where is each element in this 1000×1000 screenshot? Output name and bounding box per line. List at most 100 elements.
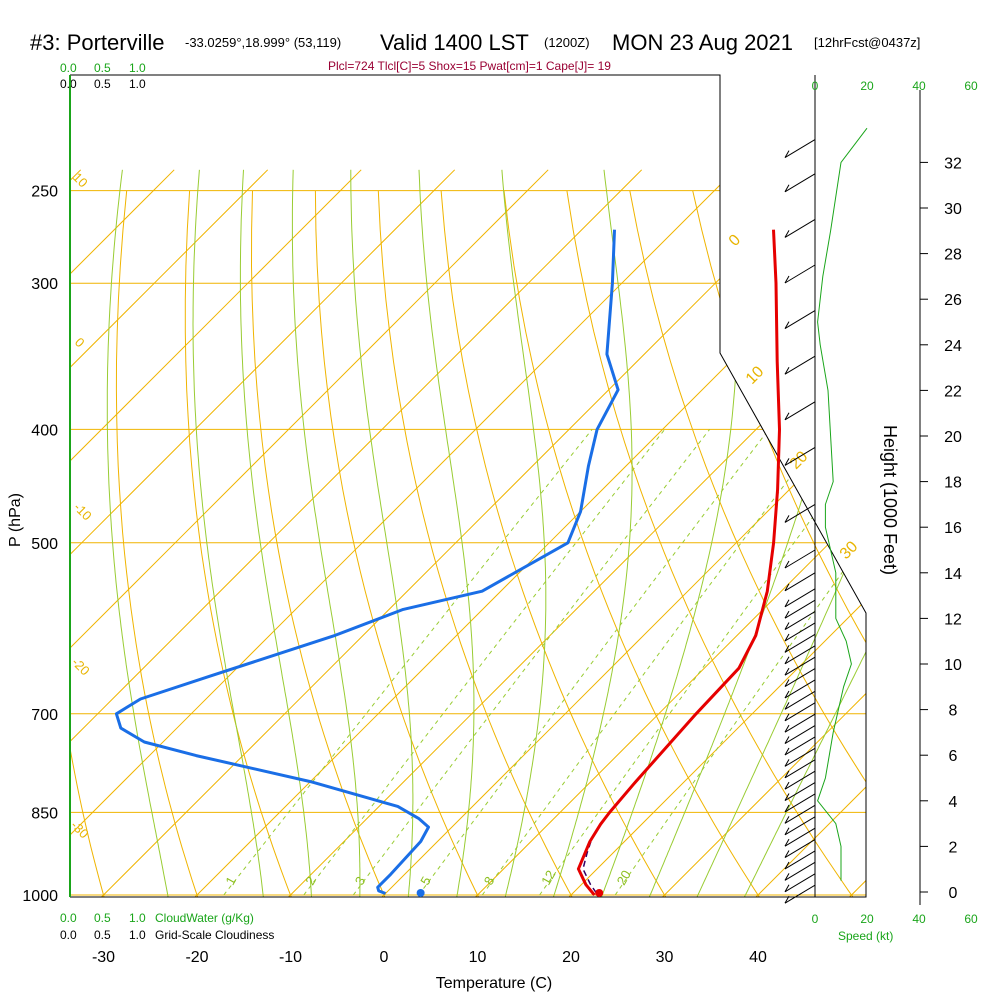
- wind-barb-flag: [784, 412, 790, 421]
- wind-barb-flag: [784, 633, 790, 642]
- wind-speed-trace: [817, 127, 868, 881]
- dry-adiabat-label: 10: [70, 170, 91, 191]
- height-tick: 28: [944, 247, 962, 264]
- height-tick: 20: [944, 429, 962, 446]
- mixing-ratio-line: [352, 429, 710, 896]
- height-tick: 8: [949, 703, 958, 720]
- wind-barb: [784, 611, 816, 630]
- wind-barb: [784, 622, 816, 642]
- cloudwater-tick-top-0: 0.0: [60, 61, 77, 75]
- wind-barb-flag: [784, 793, 790, 801]
- wind-barb-flag: [784, 850, 790, 858]
- temperature-tick: 10: [469, 949, 487, 966]
- cloud-axis-top: 0.0 0.5 1.0 0.0 0.5 1.0: [60, 61, 146, 91]
- wind-barb: [784, 793, 816, 813]
- pressure-tick: 250: [31, 184, 58, 201]
- valid-time: Valid 1400 LST: [380, 30, 529, 55]
- x-axis-label: Temperature (C): [436, 975, 552, 992]
- wind-barb: [784, 702, 816, 722]
- height-axis-label: Height (1000 Feet): [880, 425, 900, 575]
- station-title: #3: Porterville: [30, 30, 165, 55]
- wind-speed-tick-bottom: 0: [812, 912, 819, 926]
- temperature-tick: -30: [92, 949, 115, 966]
- pressure-tick: 500: [31, 536, 58, 553]
- moist-adiabat: [545, 169, 633, 897]
- wind-barb: [784, 747, 816, 767]
- cloud-axis-bottom: 0.0 0.5 1.0 CloudWater (g/Kg) 0.0 0.5 1.…: [60, 911, 274, 942]
- wind-speed-tick-bottom: 20: [860, 912, 874, 926]
- isotherm: [70, 169, 549, 897]
- height-tick: 14: [944, 566, 962, 583]
- isotherm: [70, 169, 456, 897]
- wind-barb: [784, 736, 816, 756]
- wind-barb-flag: [784, 230, 790, 238]
- wind-barb-flag: [784, 679, 790, 687]
- dry-adiabat: [755, 190, 866, 897]
- wind-barb: [784, 816, 816, 836]
- dry-adiabat: [377, 190, 586, 897]
- wind-barb: [784, 588, 816, 608]
- wind-barb-flag: [784, 150, 790, 158]
- dry-adiabat-label: 0: [72, 335, 88, 351]
- cloudiness-tick-top-1: 0.5: [94, 77, 111, 91]
- isotherm: [171, 169, 866, 897]
- surface-temperature-dot: [595, 888, 604, 897]
- cloudwater-tick-top-1: 0.5: [94, 61, 111, 75]
- valid-date: MON 23 Aug 2021: [612, 30, 793, 55]
- mixing-ratio-label: 8: [481, 874, 498, 888]
- cloudiness-tick-bottom-2: 1.0: [129, 928, 146, 942]
- wind-barb-flag: [784, 884, 790, 893]
- mixing-ratio-label: 1: [222, 874, 239, 888]
- mixing-ratio-line: [303, 429, 666, 896]
- wind-barb: [784, 633, 816, 653]
- pressure-tick: 1000: [22, 888, 58, 905]
- y-axis-label: P (hPa): [7, 493, 24, 547]
- dry-adiabat: [314, 190, 491, 897]
- isotherm: [70, 169, 362, 897]
- temperature-tick: 0: [380, 949, 389, 966]
- mixing-ratio-line: [481, 429, 827, 896]
- wind-barb: [784, 884, 816, 904]
- cloudwater-label: CloudWater (g/Kg): [155, 911, 254, 925]
- wind-barb-flag: [784, 873, 790, 881]
- wind-barb-flag: [784, 560, 790, 569]
- wind-barb-flag: [784, 458, 790, 466]
- wind-speed-tick-top: 0: [812, 79, 819, 93]
- wind-barb: [784, 839, 816, 858]
- isotherm: [452, 169, 866, 897]
- stability-indices: Plcl=724 Tlcl[C]=5 Shox=15 Pwat[cm]=1 Ca…: [328, 59, 611, 73]
- mixing-ratio-label: 20: [614, 868, 634, 888]
- height-tick: 12: [944, 611, 962, 628]
- wind-barb: [784, 861, 816, 881]
- isotherm: [70, 169, 643, 897]
- isotherm-label: 30: [837, 538, 862, 563]
- wind-barb: [784, 503, 816, 523]
- mixing-ratio-line: [418, 429, 770, 896]
- wind-barb-flag: [784, 861, 790, 870]
- wind-barb-flag: [784, 724, 790, 733]
- wind-barb: [784, 713, 816, 733]
- height-tick: 26: [944, 292, 962, 309]
- wind-speed-tick-bottom: 40: [912, 912, 926, 926]
- isotherm: [545, 169, 866, 897]
- height-tick: 30: [944, 201, 962, 218]
- wind-barb: [784, 770, 816, 790]
- dry-adiabat-label: -10: [71, 500, 95, 524]
- temperature-tick: -10: [279, 949, 302, 966]
- wind-barb-flag: [784, 816, 790, 824]
- wind-speed-tick-top: 20: [860, 79, 874, 93]
- cloudiness-tick-top-2: 1.0: [129, 77, 146, 91]
- height-tick: 18: [944, 475, 962, 492]
- wind-barb: [784, 401, 816, 421]
- wind-barb: [784, 264, 816, 284]
- height-tick: 0: [949, 885, 958, 902]
- dry-adiabat: [250, 190, 396, 897]
- zulu-time: (1200Z): [544, 35, 590, 50]
- wind-barb-flag: [784, 656, 790, 665]
- moist-adiabat: [106, 169, 173, 897]
- isotherm: [78, 169, 830, 897]
- wind-barb-flag: [784, 599, 790, 608]
- isotherm-label: 0: [726, 231, 744, 249]
- dry-adiabat: [115, 190, 206, 897]
- wind-barb: [784, 173, 816, 193]
